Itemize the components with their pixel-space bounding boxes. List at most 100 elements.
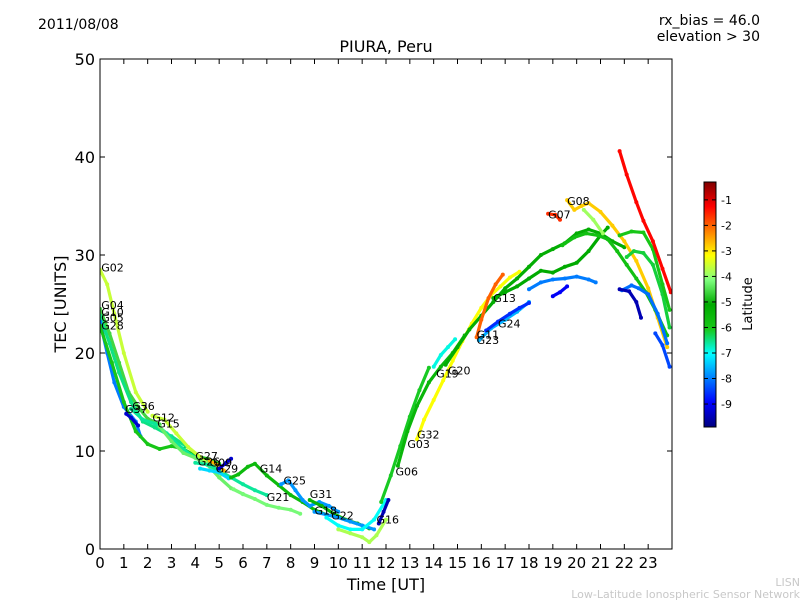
trace-point [169, 439, 174, 444]
trace-point [376, 521, 381, 526]
y-tick-label: 10 [75, 442, 95, 461]
trace-point [121, 351, 126, 355]
prn-label: G02 [101, 262, 124, 275]
trace-point [558, 217, 562, 222]
satellite-trace-g43 [618, 287, 643, 320]
y-tick-label: 30 [75, 246, 95, 265]
trace-point [560, 243, 565, 248]
plot-frame [99, 58, 673, 550]
trace-point [507, 311, 512, 316]
trace-point [360, 523, 365, 528]
x-tick-label: 1 [119, 554, 129, 572]
x-tick-label: 22 [615, 554, 634, 572]
y-axis-label: TEC [UNITS] [51, 256, 70, 354]
trace-point [438, 364, 443, 369]
prn-label: G36 [132, 400, 155, 413]
prn-label: G09 [210, 457, 233, 470]
trace-point [610, 223, 615, 228]
chart-title: PIURA, Peru [339, 37, 432, 56]
trace-point [415, 437, 419, 442]
trace-point [593, 280, 598, 285]
trace-point [360, 535, 365, 540]
colorbar-tick-label: -9 [721, 398, 732, 411]
y-tick-label: 20 [75, 344, 95, 363]
trace-point [634, 276, 639, 281]
trace-point [515, 284, 520, 289]
trace-point [624, 262, 629, 267]
trace-point [348, 519, 353, 524]
trace-point [668, 290, 672, 295]
prn-label: G22 [331, 510, 354, 523]
trace-point [367, 540, 372, 545]
trace-point [617, 149, 622, 154]
trace-point [581, 207, 586, 212]
trace-point [336, 527, 341, 532]
satellite-trace-g13 [491, 226, 610, 300]
satellite-trace-g20 [444, 227, 626, 367]
trace-point [636, 286, 641, 291]
trace-point [288, 493, 293, 498]
trace-point [121, 400, 126, 404]
trace-point [641, 230, 646, 235]
prn-label: G15 [157, 418, 180, 431]
trace-point [384, 517, 388, 522]
trace-point [605, 225, 610, 230]
trace-point [515, 276, 520, 281]
satellite-trace-g40 [618, 229, 672, 312]
trace-point [245, 464, 250, 469]
colorbar-label: Latitude [741, 277, 756, 331]
trace-point [381, 509, 386, 514]
prn-label: G08 [567, 195, 590, 208]
trace-point [641, 251, 646, 255]
trace-point [169, 444, 174, 449]
trace-point [546, 211, 551, 216]
trace-point [145, 442, 150, 447]
prn-label: G20 [448, 365, 471, 378]
trace-point [109, 360, 114, 365]
trace-point [579, 204, 584, 208]
satellite-trace-g44 [653, 331, 672, 369]
prn-label: G14 [260, 463, 283, 476]
trace-point [236, 472, 241, 477]
trace-point [665, 341, 670, 346]
trace-point [207, 468, 212, 473]
trace-point [326, 503, 331, 508]
satellite-trace-g26 [198, 467, 231, 480]
trace-point [145, 409, 150, 414]
trace-point [634, 300, 639, 304]
x-tick-label: 2 [143, 554, 153, 572]
trace-point [667, 307, 672, 312]
prn-label: G18 [315, 505, 338, 518]
trace-point [422, 417, 427, 422]
trace-point [221, 468, 226, 473]
prn-label: G05 [101, 312, 124, 325]
trace-point [650, 239, 655, 244]
trace-point [298, 511, 303, 516]
trace-point [388, 473, 393, 478]
trace-point [572, 235, 577, 240]
elevation-label: elevation > 30 [656, 29, 760, 45]
trace-point [324, 515, 329, 520]
prn-label: G13 [493, 292, 516, 305]
trace-point [538, 280, 543, 285]
trace-point [286, 478, 291, 483]
trace-point [207, 458, 212, 463]
trace-point [574, 260, 579, 265]
trace-point [486, 296, 491, 301]
trace-point [152, 421, 157, 426]
trace-point [157, 424, 162, 429]
satellite-trace-g19 [432, 337, 457, 369]
trace-point [217, 475, 222, 480]
trace-point [379, 500, 384, 504]
trace-point [360, 527, 365, 532]
trace-point [596, 233, 601, 238]
trace-point [627, 289, 632, 294]
trace-point [279, 482, 284, 487]
trace-point [650, 262, 655, 267]
trace-point [655, 311, 660, 316]
trace-point [395, 463, 400, 468]
trace-point [415, 403, 419, 408]
trace-point [229, 456, 234, 461]
trace-point [493, 282, 498, 287]
